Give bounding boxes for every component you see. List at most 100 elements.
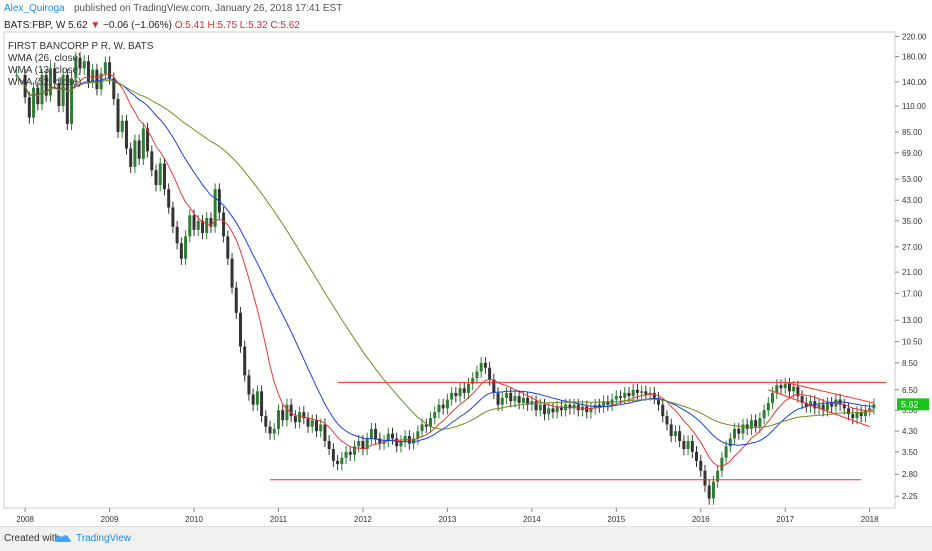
legend-wma13[interactable]: WMA (13, close)	[8, 65, 82, 76]
last-price: 5.62	[68, 20, 88, 31]
candle-body-118	[517, 396, 521, 403]
candle-body-101	[445, 399, 449, 409]
candle-body-52	[238, 312, 242, 347]
candle-body-34	[162, 163, 166, 190]
tradingview-logo-icon[interactable]	[54, 531, 72, 545]
candle-body-81	[361, 441, 365, 450]
candle-body-58	[264, 416, 268, 427]
candle-body-35	[167, 189, 171, 208]
candle-body-155	[673, 431, 677, 436]
candle-body-162	[703, 470, 707, 486]
wma13-line	[16, 73, 874, 467]
candle-body-141	[614, 396, 618, 400]
candle-body-79	[352, 446, 356, 455]
chart-area[interactable]: 220.00 180.00 140.00 110.00 85.00 69.00 53.00 4…	[0, 30, 932, 525]
candle-body-156	[678, 431, 682, 442]
candle-body-120	[526, 397, 530, 405]
candle-body-104	[458, 388, 462, 397]
candle-body-143	[623, 392, 627, 398]
candle-body-181	[783, 383, 787, 389]
candle-body-61	[276, 410, 280, 429]
legend-wma26[interactable]: WMA (26, close)	[8, 53, 82, 64]
y-tick-label-19: 2.80	[902, 470, 918, 479]
candle-body-96	[424, 424, 428, 427]
y-tick-label-13: 10.50	[902, 338, 923, 347]
y-tick-label-12: 13.00	[902, 316, 923, 325]
candle-body-159	[690, 441, 694, 452]
candle-body-33	[158, 163, 162, 186]
candle-body-106	[467, 383, 471, 393]
tradingview-brand[interactable]: TradingView	[76, 533, 132, 544]
candle-body-144	[627, 392, 631, 397]
author-link[interactable]: Alex_Quiroga	[4, 3, 65, 14]
y-tick-label-10: 21.00	[902, 268, 923, 277]
created-with-label: Created with	[4, 533, 61, 544]
candle-body-15	[82, 61, 86, 69]
candle-body-26	[129, 148, 133, 167]
candle-body-166	[720, 457, 724, 471]
y-tick-label-15: 6.50	[902, 386, 918, 395]
candle-body-116	[509, 392, 513, 402]
candle-body-142	[619, 396, 623, 398]
candle-body-171	[741, 424, 745, 434]
candle-body-29	[141, 128, 145, 159]
candle-body-196	[847, 408, 851, 415]
candle-body-53	[243, 346, 247, 376]
candle-body-105	[462, 388, 466, 393]
x-tick-label-5: 2013	[438, 515, 456, 524]
candle-body-14	[78, 57, 82, 69]
candle-body-200	[863, 410, 867, 417]
candle-body-73	[327, 441, 331, 450]
candle-body-180	[779, 385, 783, 389]
price-chart[interactable]: 220.00 180.00 140.00 110.00 85.00 69.00 53.00 4…	[0, 30, 932, 525]
y-tick-label-0: 220.00	[902, 32, 927, 41]
candle-body-68	[306, 418, 310, 427]
y-tick-label-17: 4.30	[902, 427, 918, 436]
legend-title: FIRST BANCORP P R, W, BATS	[8, 41, 154, 52]
x-tick-label-0: 2008	[16, 515, 34, 524]
legend-wma52[interactable]: WMA (52, close)	[8, 77, 82, 88]
candle-body-44	[205, 218, 209, 234]
candle-body-100	[441, 404, 445, 409]
y-tick-label-14: 8.50	[902, 359, 918, 368]
candle-body-80	[357, 441, 361, 447]
top-bar: Alex_Quiroga published on TradingView.co…	[0, 0, 932, 18]
candle-body-126	[551, 408, 555, 413]
candle-body-77	[344, 451, 348, 458]
candle-body-137	[597, 404, 601, 407]
candle-body-107	[471, 378, 475, 384]
candle-body-195	[842, 404, 846, 409]
candle-body-177	[766, 402, 770, 411]
candle-body-37	[175, 226, 179, 244]
candle-body-135	[589, 408, 593, 413]
candle-body-186	[804, 402, 808, 407]
candle-body-88	[390, 433, 394, 439]
candle-body-27	[133, 140, 137, 167]
candle-body-110	[483, 362, 487, 368]
candle-body-119	[521, 397, 525, 403]
candle-body-36	[171, 207, 175, 227]
candle-body-91	[403, 435, 407, 442]
candle-body-168	[728, 438, 732, 447]
candle-body-2	[27, 97, 31, 118]
candle-body-139	[606, 401, 610, 405]
y-tick-label-2: 140.00	[902, 78, 927, 87]
candle-body-32	[154, 170, 158, 186]
candle-body-16	[86, 61, 90, 82]
candle-body-132	[576, 404, 580, 411]
candle-body-125	[547, 408, 551, 415]
candle-body-31	[150, 151, 154, 171]
candle-body-54	[247, 375, 251, 395]
candle-body-113	[496, 392, 500, 405]
candle-body-176	[762, 410, 766, 419]
candle-body-160	[695, 451, 699, 461]
candle-body-111	[488, 367, 492, 380]
candle-body-127	[555, 406, 559, 413]
candle-body-90	[399, 441, 403, 447]
symbol-ticker[interactable]: BATS:FBP, W	[4, 20, 66, 31]
candle-body-178	[771, 392, 775, 403]
candle-body-30	[146, 128, 150, 152]
candle-body-83	[369, 428, 373, 439]
x-tick-label-10: 2018	[861, 515, 879, 524]
candle-body-149	[648, 392, 652, 395]
